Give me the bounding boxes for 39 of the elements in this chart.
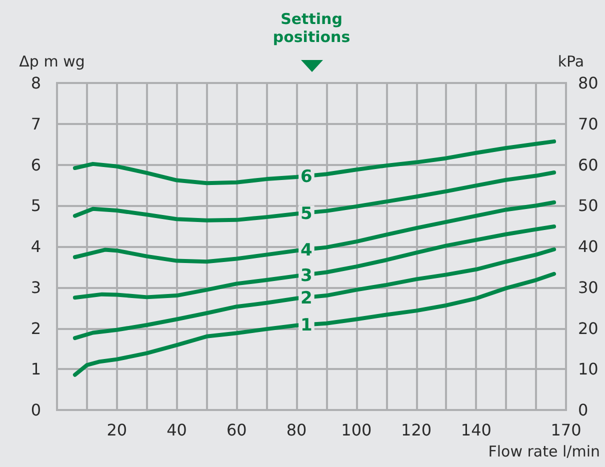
series-label: 4 (300, 240, 313, 261)
x-axis-title: Flow rate l/min (488, 442, 600, 460)
text: Setting positions (272, 10, 352, 46)
y-tick-label: 1 (30, 360, 41, 379)
y2-tick-label: 30 (578, 278, 598, 297)
y-tick-label: 2 (30, 318, 41, 338)
y2-tick-label: 40 (578, 237, 598, 256)
series-label: 2 (300, 288, 312, 308)
line-series (72, 170, 556, 222)
y-tick-label: 8 (30, 74, 41, 92)
y-tick-label: 4 (30, 237, 41, 256)
y-tick-label: 5 (30, 196, 41, 216)
x-tick-label: 80 (286, 420, 307, 440)
y2-tick-label: 20 (578, 318, 598, 338)
line-series (72, 139, 556, 186)
y-tick-label: 3 (30, 278, 41, 297)
series-label: 1 (300, 315, 312, 336)
series-label: 3 (300, 266, 312, 286)
y2-tick-label: 80 (578, 74, 598, 92)
series-label: 5 (300, 204, 312, 224)
x-tick-label: 120 (401, 420, 432, 440)
x-tick-label: 60 (226, 420, 247, 440)
x-tick-label: 170 (550, 420, 582, 440)
x-tick-label: 140 (460, 420, 492, 440)
y2-tick-label: 60 (578, 155, 598, 174)
y-tick-label: 0 (30, 400, 41, 420)
y-tick-label: 6 (30, 155, 41, 174)
x-tick-label: 40 (166, 420, 187, 440)
y2-tick-label: 50 (578, 196, 598, 216)
y-tick-label: 7 (30, 114, 41, 134)
y2-tick-label: 70 (578, 114, 598, 134)
y2-tick-label: 0 (578, 400, 588, 420)
y-axis-title: Δp m wg (19, 52, 85, 70)
y2-tick-label: 10 (578, 360, 598, 379)
x-tick-label: 20 (106, 420, 128, 440)
series-label: 6 (300, 167, 312, 188)
line-series (72, 200, 556, 264)
x-tick-label: 100 (341, 420, 372, 440)
y2-axis-title: kPa (558, 52, 584, 70)
